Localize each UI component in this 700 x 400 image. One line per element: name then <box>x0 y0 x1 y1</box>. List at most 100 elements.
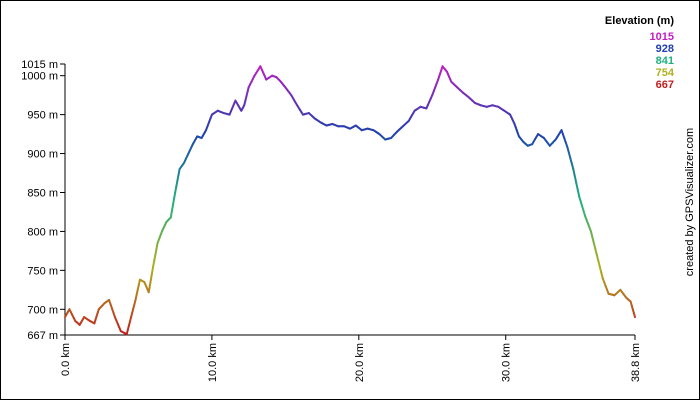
profile-point <box>178 168 181 171</box>
profile-point <box>354 124 357 127</box>
profile-point <box>68 308 71 311</box>
profile-point <box>526 144 529 147</box>
profile-point <box>280 81 282 83</box>
profile-point <box>247 86 250 89</box>
profile-point <box>284 86 287 89</box>
profile-point <box>240 109 243 112</box>
profile-point <box>83 316 85 318</box>
profile-point <box>473 102 476 104</box>
profile-point <box>384 138 387 141</box>
profile-point <box>407 119 410 122</box>
profile-segment <box>595 253 600 262</box>
profile-segment <box>148 278 152 287</box>
profile-point <box>205 129 207 132</box>
profile-point <box>196 135 199 138</box>
profile-point <box>125 333 128 336</box>
x-tick-label: 10.0 km <box>207 343 219 382</box>
profile-point <box>89 320 91 322</box>
profile-segment <box>147 284 151 294</box>
y-tick-label: 950 m <box>27 110 58 122</box>
profile-point <box>450 81 453 83</box>
profile-point <box>537 133 539 135</box>
profile-point <box>360 129 363 132</box>
profile-segment <box>173 191 177 200</box>
plot-area <box>64 64 635 336</box>
profile-segment <box>575 181 579 191</box>
profile-point <box>497 105 500 108</box>
profile-point <box>108 299 110 301</box>
profile-point <box>625 296 628 299</box>
legend-entry: 667 <box>656 79 674 91</box>
profile-point <box>222 112 225 114</box>
profile-point <box>253 74 256 77</box>
profile-point <box>161 230 163 233</box>
profile-point <box>590 230 592 233</box>
profile-point <box>337 125 340 128</box>
profile-point <box>216 109 219 112</box>
profile-point <box>152 265 155 268</box>
profile-point <box>343 125 346 128</box>
profile-point <box>169 216 172 219</box>
legend-entry: 1015 <box>650 31 674 43</box>
profile-point <box>419 105 422 108</box>
profile-point <box>522 140 525 143</box>
profile-point <box>491 104 494 107</box>
profile-segment <box>171 197 176 206</box>
profile-point <box>78 323 81 326</box>
profile-point <box>259 65 262 68</box>
profile-point <box>509 113 512 116</box>
profile-point <box>401 125 404 128</box>
y-tick-label: 900 m <box>27 149 58 161</box>
legend-entry: 754 <box>656 67 675 79</box>
x-tick-label: 0.0 km <box>60 343 72 376</box>
profile-point <box>396 130 398 133</box>
profile-point <box>413 109 416 112</box>
credit-text: created by GPSVisualizer.com <box>684 128 696 276</box>
y-tick-label: 667 m <box>27 330 58 342</box>
profile-point <box>619 288 622 291</box>
profile-point <box>234 99 237 102</box>
profile-point <box>566 146 569 149</box>
profile-segment <box>170 203 174 213</box>
y-tick-label: 850 m <box>27 187 58 199</box>
profile-point <box>431 94 434 97</box>
profile-segment <box>600 271 604 280</box>
profile-point <box>265 78 268 81</box>
legend-title: Elevation (m) <box>605 15 674 27</box>
profile-point <box>584 214 586 217</box>
profile-point <box>114 316 116 318</box>
profile-point <box>634 316 636 318</box>
profile-point <box>174 191 177 194</box>
profile-point <box>191 143 194 146</box>
profile-point <box>325 124 328 127</box>
profile-segment <box>169 210 173 219</box>
profile-point <box>390 137 393 139</box>
profile-segment <box>576 188 581 198</box>
profile-point <box>554 138 557 141</box>
profile-point <box>601 277 604 280</box>
profile-point <box>531 143 534 146</box>
profile-point <box>425 107 428 110</box>
profile-point <box>139 278 141 281</box>
profile-point <box>134 299 137 301</box>
profile-segment <box>589 230 594 239</box>
profile-point <box>518 135 520 138</box>
profile-point <box>462 91 465 94</box>
profile-point <box>271 74 274 77</box>
profile-point <box>446 70 448 73</box>
profile-point <box>200 137 203 139</box>
profile-point <box>74 320 77 322</box>
profile-segment <box>598 265 603 274</box>
profile-point <box>296 104 299 107</box>
profile-segment <box>151 265 155 274</box>
profile-segment <box>573 174 578 184</box>
profile-point <box>243 104 246 107</box>
profile-point <box>543 137 545 139</box>
profile-point <box>187 152 190 155</box>
y-tick-label: 1015 m <box>21 59 58 71</box>
profile-point <box>629 300 632 303</box>
profile-point <box>143 281 146 283</box>
